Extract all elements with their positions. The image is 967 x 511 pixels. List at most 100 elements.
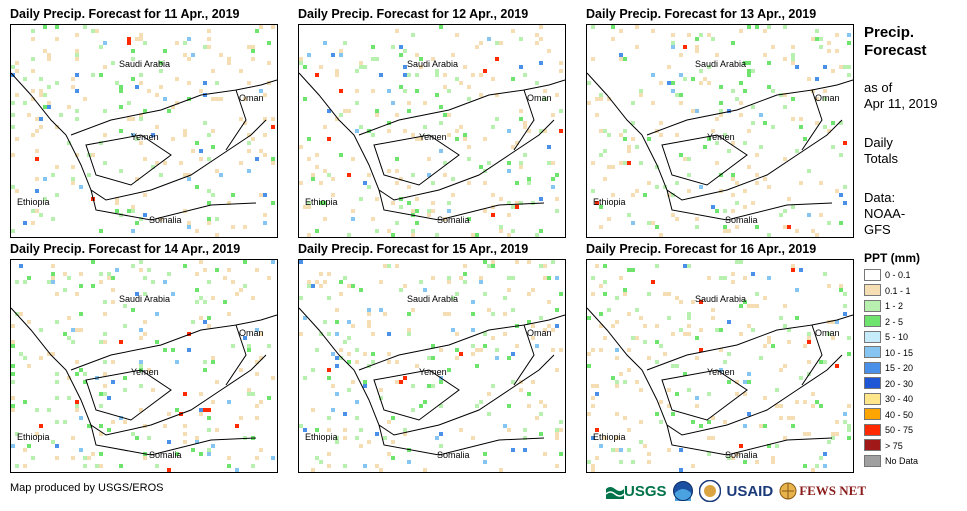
precip-cell bbox=[639, 316, 643, 320]
precip-cell bbox=[435, 69, 439, 73]
precip-cell bbox=[387, 360, 391, 364]
precip-cell bbox=[167, 272, 171, 276]
precip-cell bbox=[519, 165, 523, 169]
precip-cell bbox=[607, 165, 611, 169]
precip-cell bbox=[675, 364, 679, 368]
precip-cell bbox=[755, 225, 759, 229]
precip-cell bbox=[227, 268, 231, 272]
country-label-yemen: Yemen bbox=[131, 132, 159, 142]
precip-cell bbox=[199, 316, 203, 320]
precip-cell bbox=[459, 352, 463, 356]
precip-cell bbox=[531, 288, 535, 292]
precip-cell bbox=[483, 332, 487, 336]
precip-cell bbox=[379, 280, 383, 284]
precip-cell bbox=[455, 77, 459, 81]
precip-cell bbox=[419, 137, 423, 141]
precip-cell bbox=[75, 109, 79, 113]
precip-cell bbox=[735, 181, 739, 185]
precip-cell bbox=[491, 125, 495, 129]
precip-cell bbox=[119, 129, 123, 133]
precip-cell bbox=[211, 69, 215, 73]
precip-cell bbox=[827, 284, 831, 288]
precip-cell bbox=[319, 284, 323, 288]
precip-cell bbox=[39, 328, 43, 332]
precip-cell bbox=[695, 109, 699, 113]
precip-cell bbox=[335, 364, 339, 368]
precip-cell bbox=[215, 380, 219, 384]
precip-cell bbox=[387, 129, 391, 133]
precip-cell bbox=[75, 372, 79, 376]
precip-cell bbox=[803, 400, 807, 404]
precip-cell bbox=[443, 85, 447, 89]
precip-cell bbox=[175, 41, 179, 45]
precip-cell bbox=[231, 280, 235, 284]
precip-cell bbox=[711, 316, 715, 320]
precip-cell bbox=[747, 25, 751, 29]
precip-cell bbox=[207, 221, 211, 225]
precip-cell bbox=[771, 456, 775, 460]
precip-cell bbox=[687, 388, 691, 392]
precip-cell bbox=[779, 213, 783, 217]
precip-cell bbox=[39, 93, 43, 97]
precip-cell bbox=[743, 141, 747, 145]
precip-cell bbox=[55, 193, 59, 197]
precip-cell bbox=[83, 456, 87, 460]
legend-swatch bbox=[864, 439, 881, 452]
precip-cell bbox=[791, 416, 795, 420]
precip-cell bbox=[187, 348, 191, 352]
precip-cell bbox=[151, 165, 155, 169]
precip-cell bbox=[175, 360, 179, 364]
precip-cell bbox=[139, 73, 143, 77]
precip-cell bbox=[155, 93, 159, 97]
precip-cell bbox=[691, 109, 695, 113]
precip-cell bbox=[343, 41, 347, 45]
side-title-line2: Forecast bbox=[864, 42, 927, 59]
precip-cell bbox=[375, 229, 379, 233]
precip-cell bbox=[315, 229, 319, 233]
precip-cell bbox=[43, 105, 47, 109]
precip-cell bbox=[751, 105, 755, 109]
country-label-somalia: Somalia bbox=[725, 215, 758, 225]
precip-cell bbox=[31, 221, 35, 225]
precip-cell bbox=[487, 264, 491, 268]
precip-cell bbox=[747, 412, 751, 416]
precip-cell bbox=[131, 57, 135, 61]
precip-cell bbox=[811, 404, 815, 408]
precip-cell bbox=[755, 181, 759, 185]
precip-cell bbox=[839, 65, 843, 69]
precip-cell bbox=[163, 161, 167, 165]
data-line2: NOAA- bbox=[864, 206, 906, 221]
precip-cell bbox=[831, 69, 835, 73]
precip-cell bbox=[539, 61, 543, 65]
precip-cell bbox=[803, 464, 807, 468]
precip-cell bbox=[407, 312, 411, 316]
precip-cell bbox=[91, 284, 95, 288]
precip-cell bbox=[779, 316, 783, 320]
precip-cell bbox=[551, 161, 555, 165]
precip-cell bbox=[43, 177, 47, 181]
precip-cell bbox=[11, 125, 15, 129]
precip-cell bbox=[467, 97, 471, 101]
precip-cell bbox=[439, 348, 443, 352]
logo-strip: USGS USAID FEWS NET bbox=[606, 479, 866, 503]
precip-cell bbox=[323, 169, 327, 173]
precip-cell bbox=[387, 169, 391, 173]
precip-cell bbox=[215, 268, 219, 272]
precip-cell bbox=[783, 225, 787, 229]
precip-cell bbox=[427, 213, 431, 217]
precip-cell bbox=[771, 344, 775, 348]
precip-cell bbox=[523, 153, 527, 157]
precip-cell bbox=[315, 73, 319, 77]
precip-cell bbox=[491, 213, 495, 217]
precip-cell bbox=[635, 45, 639, 49]
precip-cell bbox=[487, 412, 491, 416]
precip-cell bbox=[163, 49, 167, 53]
precip-cell bbox=[195, 300, 199, 304]
precip-cell bbox=[443, 173, 447, 177]
precip-cell bbox=[519, 117, 523, 121]
precip-cell bbox=[631, 101, 635, 105]
precip-cell bbox=[799, 125, 803, 129]
precip-cell bbox=[807, 332, 811, 336]
precip-cell bbox=[415, 89, 419, 93]
precip-cell bbox=[311, 468, 315, 472]
